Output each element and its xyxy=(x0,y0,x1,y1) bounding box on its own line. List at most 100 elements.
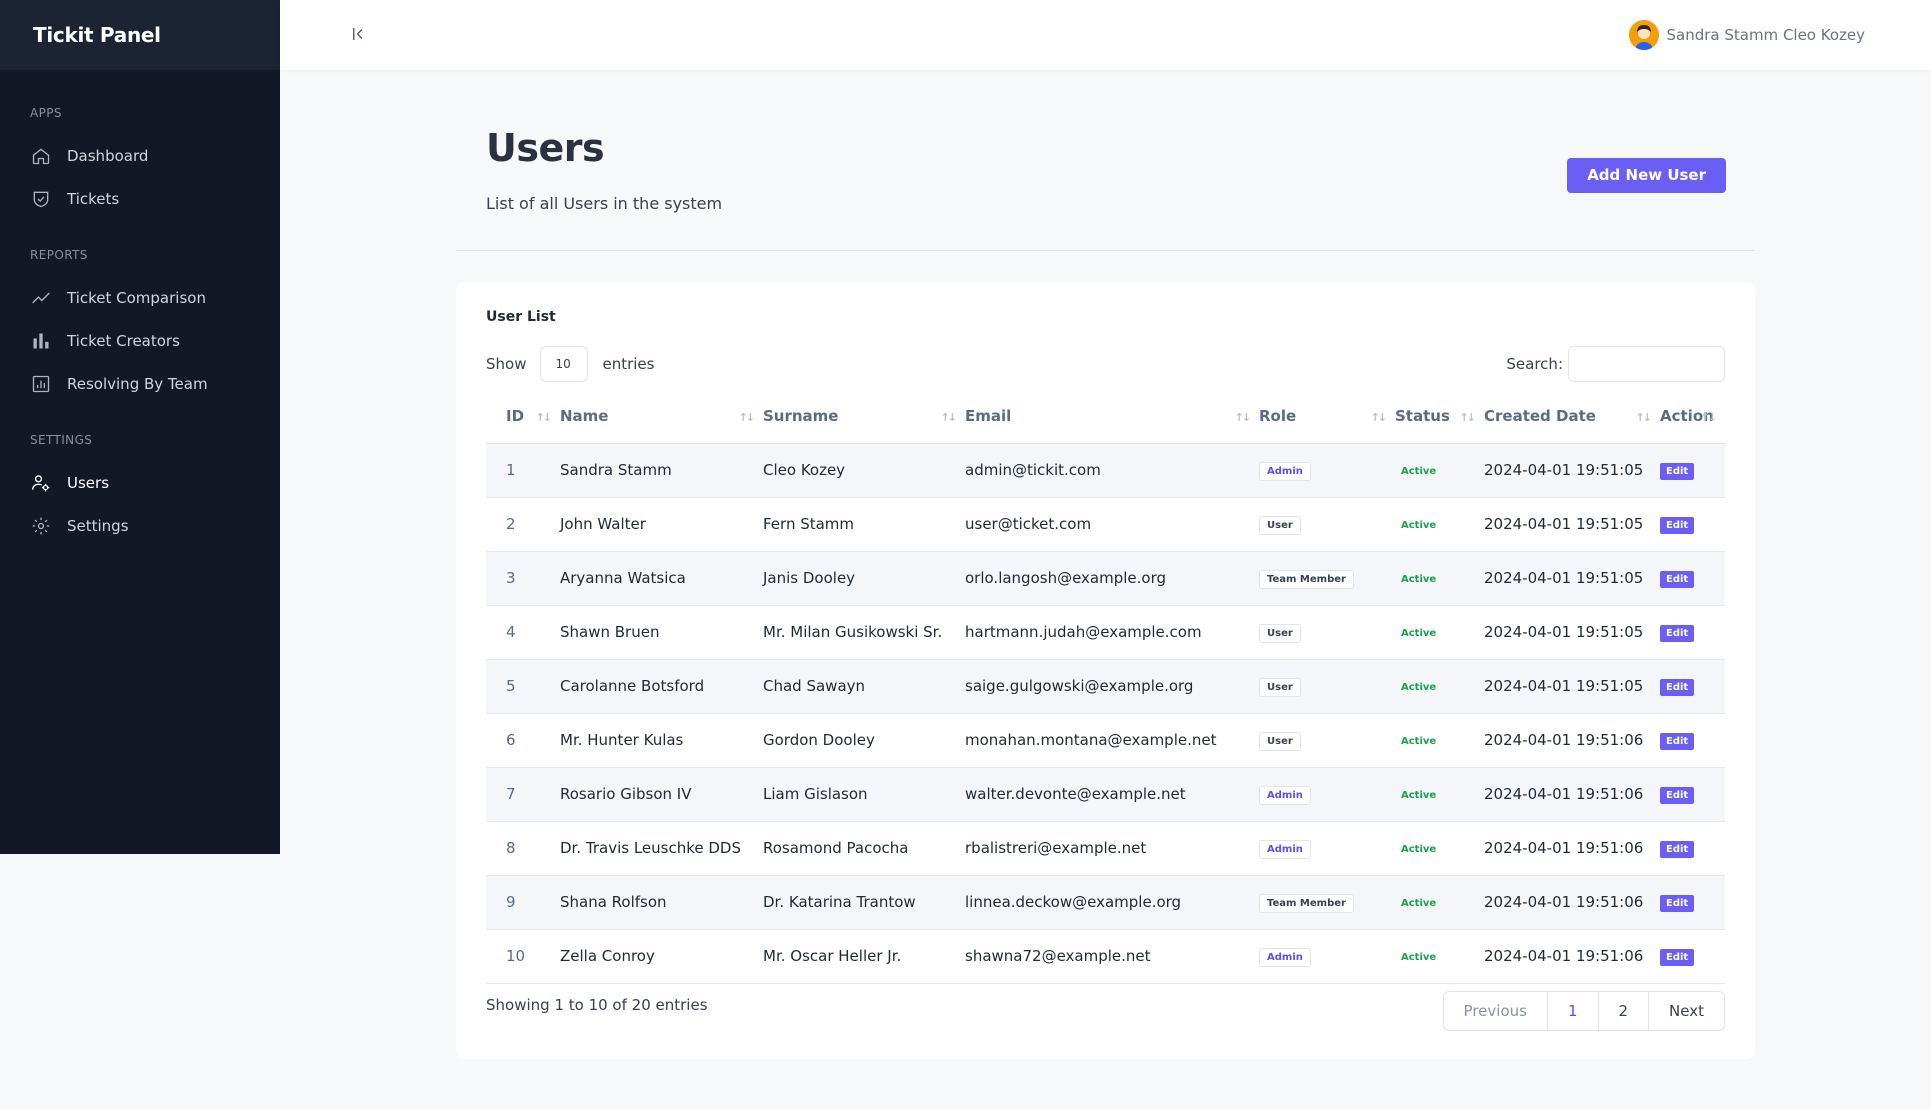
edit-button[interactable]: Edit xyxy=(1660,625,1695,642)
bar-chart-icon xyxy=(30,330,52,352)
sidebar-item-tickets[interactable]: Tickets xyxy=(0,177,280,220)
column-header-action[interactable]: Action ↑↓ xyxy=(1660,389,1725,444)
cell-role: Admin xyxy=(1259,929,1395,984)
status-badge: Active xyxy=(1401,790,1437,801)
cell-text: Rosamond Pacocha xyxy=(763,839,909,857)
sidebar-item-ticket-creators[interactable]: Ticket Creators xyxy=(0,319,280,362)
role-badge: Admin xyxy=(1259,461,1311,481)
cell-text: John Walter xyxy=(560,515,646,533)
edit-button[interactable]: Edit xyxy=(1660,463,1695,480)
column-header-name[interactable]: Name ↑↓ xyxy=(560,389,763,444)
column-header-id[interactable]: ID ↑↓ xyxy=(486,389,560,444)
cell-action: Edit xyxy=(1660,767,1725,822)
sidebar-item-label: Users xyxy=(67,473,110,492)
cell-text: linnea.deckow@example.org xyxy=(965,893,1182,911)
cell-text: 2024-04-01 19:51:06 xyxy=(1484,785,1644,803)
column-header-role[interactable]: Role ↑↓ xyxy=(1259,389,1395,444)
sort-icon: ↑↓ xyxy=(1459,411,1477,424)
cell-status: Active xyxy=(1395,605,1484,660)
column-header-label: Email xyxy=(965,406,1012,425)
pagination-page-2[interactable]: 2 xyxy=(1597,992,1649,1030)
status-badge: Active xyxy=(1401,466,1437,477)
column-header-status[interactable]: Status ↑↓ xyxy=(1395,389,1484,444)
nav-heading: REPORTS xyxy=(30,248,88,262)
cell-name: Zella Conroy xyxy=(560,929,763,984)
cell-email: hartmann.judah@example.com xyxy=(965,605,1259,660)
cell-text: monahan.montana@example.net xyxy=(965,731,1217,749)
search-input[interactable] xyxy=(1568,346,1725,382)
cell-text: Fern Stamm xyxy=(763,515,855,533)
edit-button[interactable]: Edit xyxy=(1660,571,1695,588)
sort-icon: ↑↓ xyxy=(535,411,553,424)
table-row: 6 Mr. Hunter Kulas Gordon Dooley monahan.mo… xyxy=(486,713,1725,768)
divider xyxy=(456,250,1755,251)
table-row: 10 Zella Conroy Mr. Oscar Heller Jr. shawna… xyxy=(486,929,1725,984)
edit-button[interactable]: Edit xyxy=(1660,733,1695,750)
table-row: 3 Aryanna Watsica Janis Dooley orlo.langosh… xyxy=(486,551,1725,606)
cell-text: shawna72@example.net xyxy=(965,947,1151,965)
sidebar-item-ticket-comparison[interactable]: Ticket Comparison xyxy=(0,276,280,319)
sort-icon: ↑↓ xyxy=(1700,411,1718,424)
cell-created-date: 2024-04-01 19:51:06 xyxy=(1484,713,1660,768)
cell-text: Mr. Milan Gusikowski Sr. xyxy=(763,623,943,641)
cell-surname: Chad Sawayn xyxy=(763,659,965,714)
sidebar-item-settings[interactable]: Settings xyxy=(0,504,280,547)
cell-text: 2024-04-01 19:51:05 xyxy=(1484,677,1644,695)
pagination-next[interactable]: Next xyxy=(1648,992,1724,1030)
user-menu[interactable]: Sandra Stamm Cleo Kozey xyxy=(1629,20,1865,50)
edit-button[interactable]: Edit xyxy=(1660,895,1695,912)
brand-logo[interactable]: Tickit Panel xyxy=(0,0,280,70)
cell-text: hartmann.judah@example.com xyxy=(965,623,1202,641)
cell-surname: Mr. Milan Gusikowski Sr. xyxy=(763,605,965,660)
cell-text: 2024-04-01 19:51:05 xyxy=(1484,623,1644,641)
cell-email: shawna72@example.net xyxy=(965,929,1259,984)
cell-email: user@ticket.com xyxy=(965,497,1259,552)
topbar: Sandra Stamm Cleo Kozey xyxy=(280,0,1931,70)
card-title: User List xyxy=(486,309,556,325)
sidebar-item-label: Tickets xyxy=(67,189,120,208)
table-row: 1 Sandra Stamm Cleo Kozey admin@tickit.com A… xyxy=(486,443,1725,498)
entries-length-select[interactable] xyxy=(540,346,589,382)
sidebar-item-label: Ticket Comparison xyxy=(67,288,206,307)
edit-button[interactable]: Edit xyxy=(1660,949,1695,966)
cell-text: 8 xyxy=(506,839,516,857)
nav-heading: APPS xyxy=(30,106,62,120)
cell-id: 1 xyxy=(486,443,560,498)
pagination-page-1[interactable]: 1 xyxy=(1546,992,1598,1030)
cell-text: Shawn Bruen xyxy=(560,623,660,641)
table-row: 7 Rosario Gibson IV Liam Gislason walter.de… xyxy=(486,767,1725,822)
column-header-created-date[interactable]: Created Date ↑↓ xyxy=(1484,389,1660,444)
role-badge: Admin xyxy=(1259,785,1311,805)
cell-role: Admin xyxy=(1259,767,1395,822)
edit-button[interactable]: Edit xyxy=(1660,841,1695,858)
column-header-label: Role xyxy=(1259,406,1297,425)
cell-text: admin@tickit.com xyxy=(965,461,1101,479)
cell-text: 2024-04-01 19:51:05 xyxy=(1484,515,1644,533)
sidebar-item-users[interactable]: Users xyxy=(0,461,280,504)
cell-created-date: 2024-04-01 19:51:05 xyxy=(1484,443,1660,498)
cell-created-date: 2024-04-01 19:51:06 xyxy=(1484,875,1660,930)
status-badge: Active xyxy=(1401,628,1437,639)
cell-name: Aryanna Watsica xyxy=(560,551,763,606)
column-header-email[interactable]: Email ↑↓ xyxy=(965,389,1259,444)
edit-button[interactable]: Edit xyxy=(1660,679,1695,696)
edit-button[interactable]: Edit xyxy=(1660,517,1695,534)
cell-role: User xyxy=(1259,659,1395,714)
cell-id: 6 xyxy=(486,713,560,768)
sidebar-item-dashboard[interactable]: Dashboard xyxy=(0,134,280,177)
edit-button[interactable]: Edit xyxy=(1660,787,1695,804)
cell-status: Active xyxy=(1395,821,1484,876)
cell-name: Dr. Travis Leuschke DDS xyxy=(560,821,763,876)
add-new-user-button[interactable]: Add New User xyxy=(1567,158,1726,193)
sidebar-item-label: Settings xyxy=(67,516,129,535)
cell-created-date: 2024-04-01 19:51:06 xyxy=(1484,929,1660,984)
pagination-previous[interactable]: Previous xyxy=(1463,1002,1527,1020)
column-header-surname[interactable]: Surname ↑↓ xyxy=(763,389,965,444)
cell-id: 5 xyxy=(486,659,560,714)
sidebar-item-resolving-by-team[interactable]: Resolving By Team xyxy=(0,362,280,405)
cell-role: User xyxy=(1259,605,1395,660)
cell-status: Active xyxy=(1395,443,1484,498)
sidebar-item-label: Dashboard xyxy=(67,146,149,165)
cell-text: rbalistreri@example.net xyxy=(965,839,1147,857)
collapse-sidebar-icon[interactable] xyxy=(350,25,370,45)
